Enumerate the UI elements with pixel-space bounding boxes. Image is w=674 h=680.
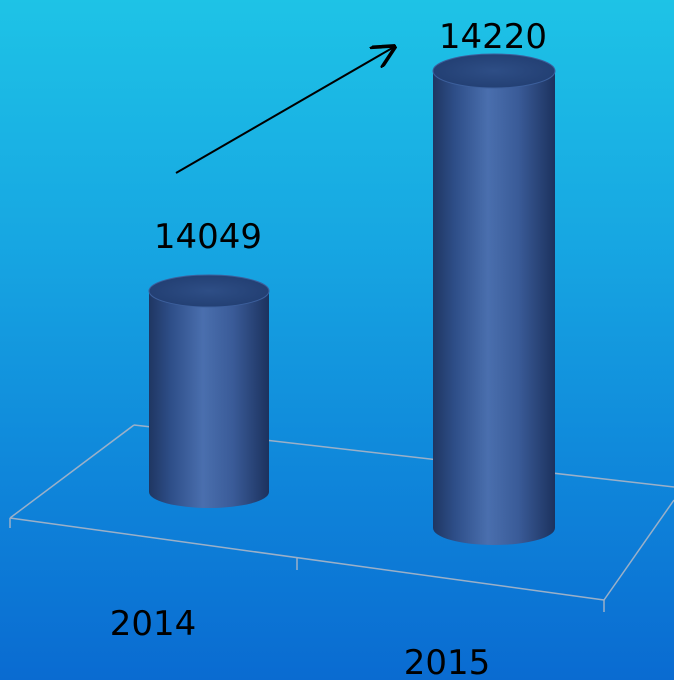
category-labels: 2014 2015	[110, 604, 491, 680]
data-label: 14220	[439, 17, 547, 57]
bar-2014	[149, 291, 269, 508]
bar-top-2014	[148, 274, 270, 308]
bars	[148, 53, 556, 545]
data-label: 14049	[154, 217, 262, 257]
floor-plane	[9, 424, 674, 612]
category-label: 2014	[110, 604, 197, 644]
floor-front-edge	[9, 517, 605, 601]
trend-arrow	[175, 47, 394, 174]
bar-top-2015	[432, 53, 556, 89]
floor-right-edge	[603, 499, 674, 601]
data-labels: 14049 14220	[154, 17, 547, 257]
category-label: 2015	[404, 643, 491, 680]
floor-left-edge	[9, 424, 135, 519]
bar-2015	[433, 71, 555, 545]
